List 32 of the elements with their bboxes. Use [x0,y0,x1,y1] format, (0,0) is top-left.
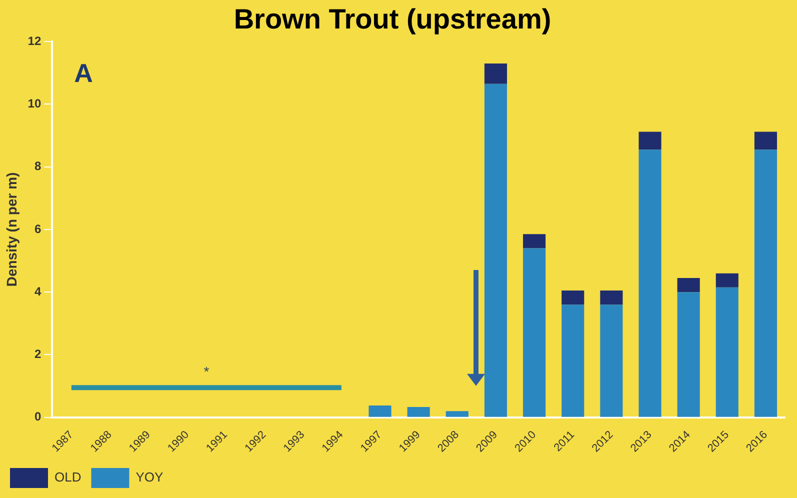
bar [716,287,738,417]
annotation: A [74,58,94,88]
legend-label: YOY [136,470,164,485]
bar [754,150,777,417]
bar [523,248,546,417]
bar [484,84,507,417]
bar [562,304,584,417]
y-tick-label: 12 [28,34,42,48]
annotation: * [204,363,210,380]
chart-title: Brown Trout (upstream) [234,4,552,35]
bar [754,132,777,150]
y-tick-label: 4 [34,284,42,298]
bar [562,290,584,305]
y-tick-label: 6 [34,222,42,236]
bar [638,150,662,417]
bar [600,290,623,305]
bar [600,304,623,417]
bar [368,405,392,417]
bar [446,411,468,417]
bar [484,64,507,84]
y-tick-label: 2 [34,347,42,362]
bar [407,407,430,417]
y-tick-label: 8 [34,159,42,174]
y-axis-title: Density (n per m) [3,172,20,287]
bar [523,234,546,248]
y-tick-label: 10 [28,96,42,111]
legend-label: OLD [54,470,82,485]
bar [677,292,700,417]
bar [638,132,662,150]
bar [677,278,700,292]
y-tick-label: 0 [34,410,42,424]
bar [716,273,738,288]
